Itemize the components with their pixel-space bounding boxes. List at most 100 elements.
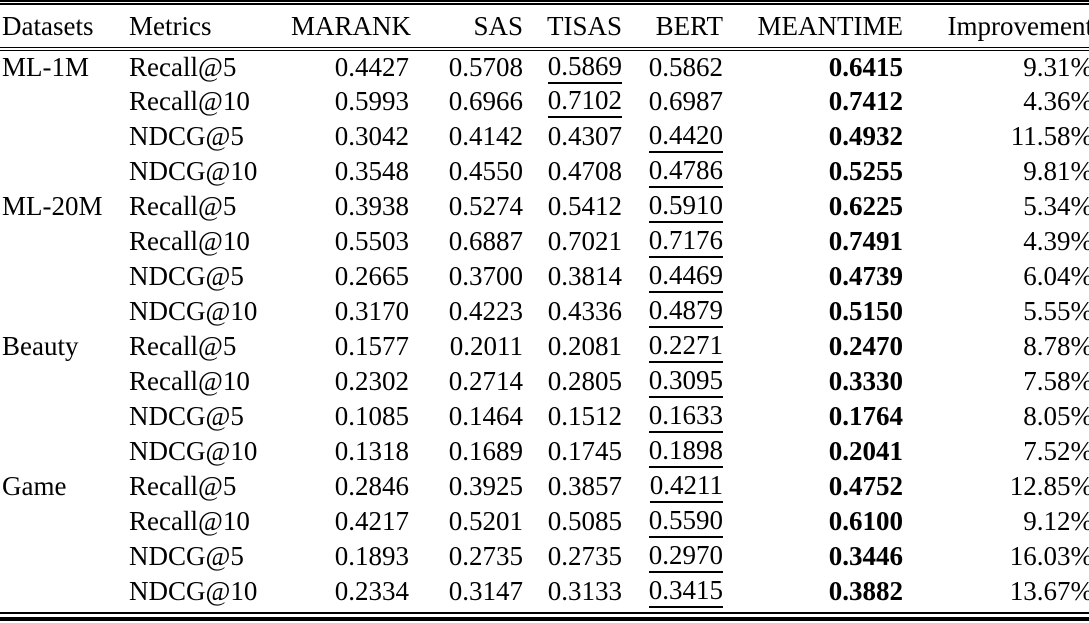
value-cell: 0.1898 xyxy=(622,434,723,469)
metric-value: 0.5274 xyxy=(448,191,523,221)
metric-value: 0.5201 xyxy=(448,506,523,536)
dataset-cell xyxy=(0,574,129,609)
table-header: Datasets Metrics MARANK SAS TISAS BERT MEANTIM… xyxy=(0,5,1089,51)
improvement-cell: 9.81% xyxy=(905,154,1089,189)
metric-cell: Recall@5 xyxy=(129,331,237,361)
value-cell: 0.4211 xyxy=(622,469,723,504)
value-cell: 0.2302 xyxy=(291,364,409,399)
metric-value: 0.4427 xyxy=(334,52,409,82)
metric-value: 0.1577 xyxy=(334,331,409,361)
value-cell: 0.5708 xyxy=(409,49,523,84)
improvement-cell: 5.34% xyxy=(905,189,1089,224)
table-row: NDCG@5 0.2665 0.3700 0.3814 0.4469 0.4739 6.04… xyxy=(0,259,1089,294)
table-row: NDCG@5 0.3042 0.4142 0.4307 0.4420 0.4932 11.5… xyxy=(0,119,1089,154)
metric-value: 0.2735 xyxy=(547,541,622,571)
value-cell: 0.6225 xyxy=(723,189,905,224)
value-cell: 0.3170 xyxy=(291,294,409,329)
metric-value: 0.1633 xyxy=(648,401,723,433)
value-cell: 0.7021 xyxy=(523,224,622,259)
improvement-cell: 7.58% xyxy=(905,364,1089,399)
value-cell: 0.2041 xyxy=(723,434,905,469)
value-cell: 0.6966 xyxy=(409,84,523,119)
value-cell: 0.5869 xyxy=(523,49,622,84)
value-cell: 0.4142 xyxy=(409,119,523,154)
improvement-value: 9.12% xyxy=(1023,506,1089,536)
table-row: NDCG@10 0.1318 0.1689 0.1745 0.1898 0.2041 7.5… xyxy=(0,434,1089,469)
value-cell: 0.5412 xyxy=(523,189,622,224)
dataset-cell xyxy=(0,259,129,294)
metric-value: 0.5503 xyxy=(334,226,409,256)
value-cell: 0.5993 xyxy=(291,84,409,119)
value-cell: 0.3938 xyxy=(291,189,409,224)
metric-value: 0.5085 xyxy=(547,506,622,536)
value-cell: 0.6887 xyxy=(409,224,523,259)
metric-value: 0.5590 xyxy=(648,506,723,538)
table-top-rule-outer xyxy=(0,0,1089,2)
value-cell: 0.1745 xyxy=(523,434,622,469)
metric-value: 0.3095 xyxy=(648,366,723,398)
value-cell: 0.3095 xyxy=(622,364,723,399)
metric-value: 0.5910 xyxy=(648,191,723,223)
value-cell: 0.2735 xyxy=(409,539,523,574)
value-cell: 0.7412 xyxy=(723,84,905,119)
metric-value: 0.1689 xyxy=(448,436,523,466)
dataset-cell xyxy=(0,224,129,259)
dataset-cell: Beauty xyxy=(2,331,79,361)
metric-value: 0.3147 xyxy=(448,576,523,606)
table-row: NDCG@5 0.1893 0.2735 0.2735 0.2970 0.3446 16.0… xyxy=(0,539,1089,574)
table-bottom-rule-outer xyxy=(0,617,1089,621)
value-cell: 0.5503 xyxy=(291,224,409,259)
metric-value: 0.2081 xyxy=(547,331,622,361)
metric-value: 0.1512 xyxy=(547,401,622,431)
metric-cell: NDCG@5 xyxy=(129,261,244,291)
value-cell: 0.1577 xyxy=(291,329,409,364)
improvement-value: 5.55% xyxy=(1023,296,1089,326)
metric-value: 0.3548 xyxy=(334,156,409,186)
value-cell: 0.6100 xyxy=(723,504,905,539)
value-cell: 0.2735 xyxy=(523,539,622,574)
metric-value: 0.4752 xyxy=(828,471,903,501)
value-cell: 0.5085 xyxy=(523,504,622,539)
value-cell: 0.2334 xyxy=(291,574,409,609)
table-header-row: Datasets Metrics MARANK SAS TISAS BERT MEANTIM… xyxy=(0,5,1089,51)
metric-value: 0.5869 xyxy=(547,52,622,84)
value-cell: 0.2081 xyxy=(523,329,622,364)
improvement-cell: 4.36% xyxy=(905,84,1089,119)
metric-value: 0.2970 xyxy=(648,541,723,573)
metric-value: 0.4211 xyxy=(649,471,723,503)
metric-value: 0.1764 xyxy=(828,401,903,431)
metric-cell: Recall@5 xyxy=(129,191,237,221)
metric-value: 0.4336 xyxy=(547,296,622,326)
dataset-cell xyxy=(0,399,129,434)
value-cell: 0.5255 xyxy=(723,154,905,189)
column-header-meantime: MEANTIME xyxy=(723,5,905,51)
value-cell: 0.3415 xyxy=(622,574,723,609)
value-cell: 0.1085 xyxy=(291,399,409,434)
metric-cell: NDCG@5 xyxy=(129,121,244,151)
value-cell: 0.5150 xyxy=(723,294,905,329)
value-cell: 0.5590 xyxy=(622,504,723,539)
improvement-cell: 13.67% xyxy=(905,574,1089,609)
metric-value: 0.1318 xyxy=(334,436,409,466)
value-cell: 0.2665 xyxy=(291,259,409,294)
metric-value: 0.2041 xyxy=(828,436,903,466)
table-row: NDCG@10 0.3548 0.4550 0.4708 0.4786 0.5255 9.8… xyxy=(0,154,1089,189)
metric-value: 0.1085 xyxy=(334,401,409,431)
value-cell: 0.1633 xyxy=(622,399,723,434)
improvement-cell: 5.55% xyxy=(905,294,1089,329)
improvement-cell: 8.78% xyxy=(905,329,1089,364)
value-cell: 0.7102 xyxy=(523,84,622,119)
metric-value: 0.6415 xyxy=(828,52,903,82)
metric-value: 0.5862 xyxy=(648,52,723,82)
value-cell: 0.4420 xyxy=(622,119,723,154)
table-row: ML-1M Recall@5 0.4427 0.5708 0.5869 0.5862 0.6… xyxy=(0,49,1089,84)
results-table: Datasets Metrics MARANK SAS TISAS BERT MEANTIM… xyxy=(0,5,1089,609)
value-cell: 0.1689 xyxy=(409,434,523,469)
improvement-cell: 7.52% xyxy=(905,434,1089,469)
improvement-value: 4.39% xyxy=(1023,226,1089,256)
metric-value: 0.7176 xyxy=(648,226,723,258)
metric-value: 0.3882 xyxy=(828,576,903,606)
value-cell: 0.3882 xyxy=(723,574,905,609)
improvement-value: 9.31% xyxy=(1023,52,1089,82)
column-header-bert: BERT xyxy=(622,5,723,51)
